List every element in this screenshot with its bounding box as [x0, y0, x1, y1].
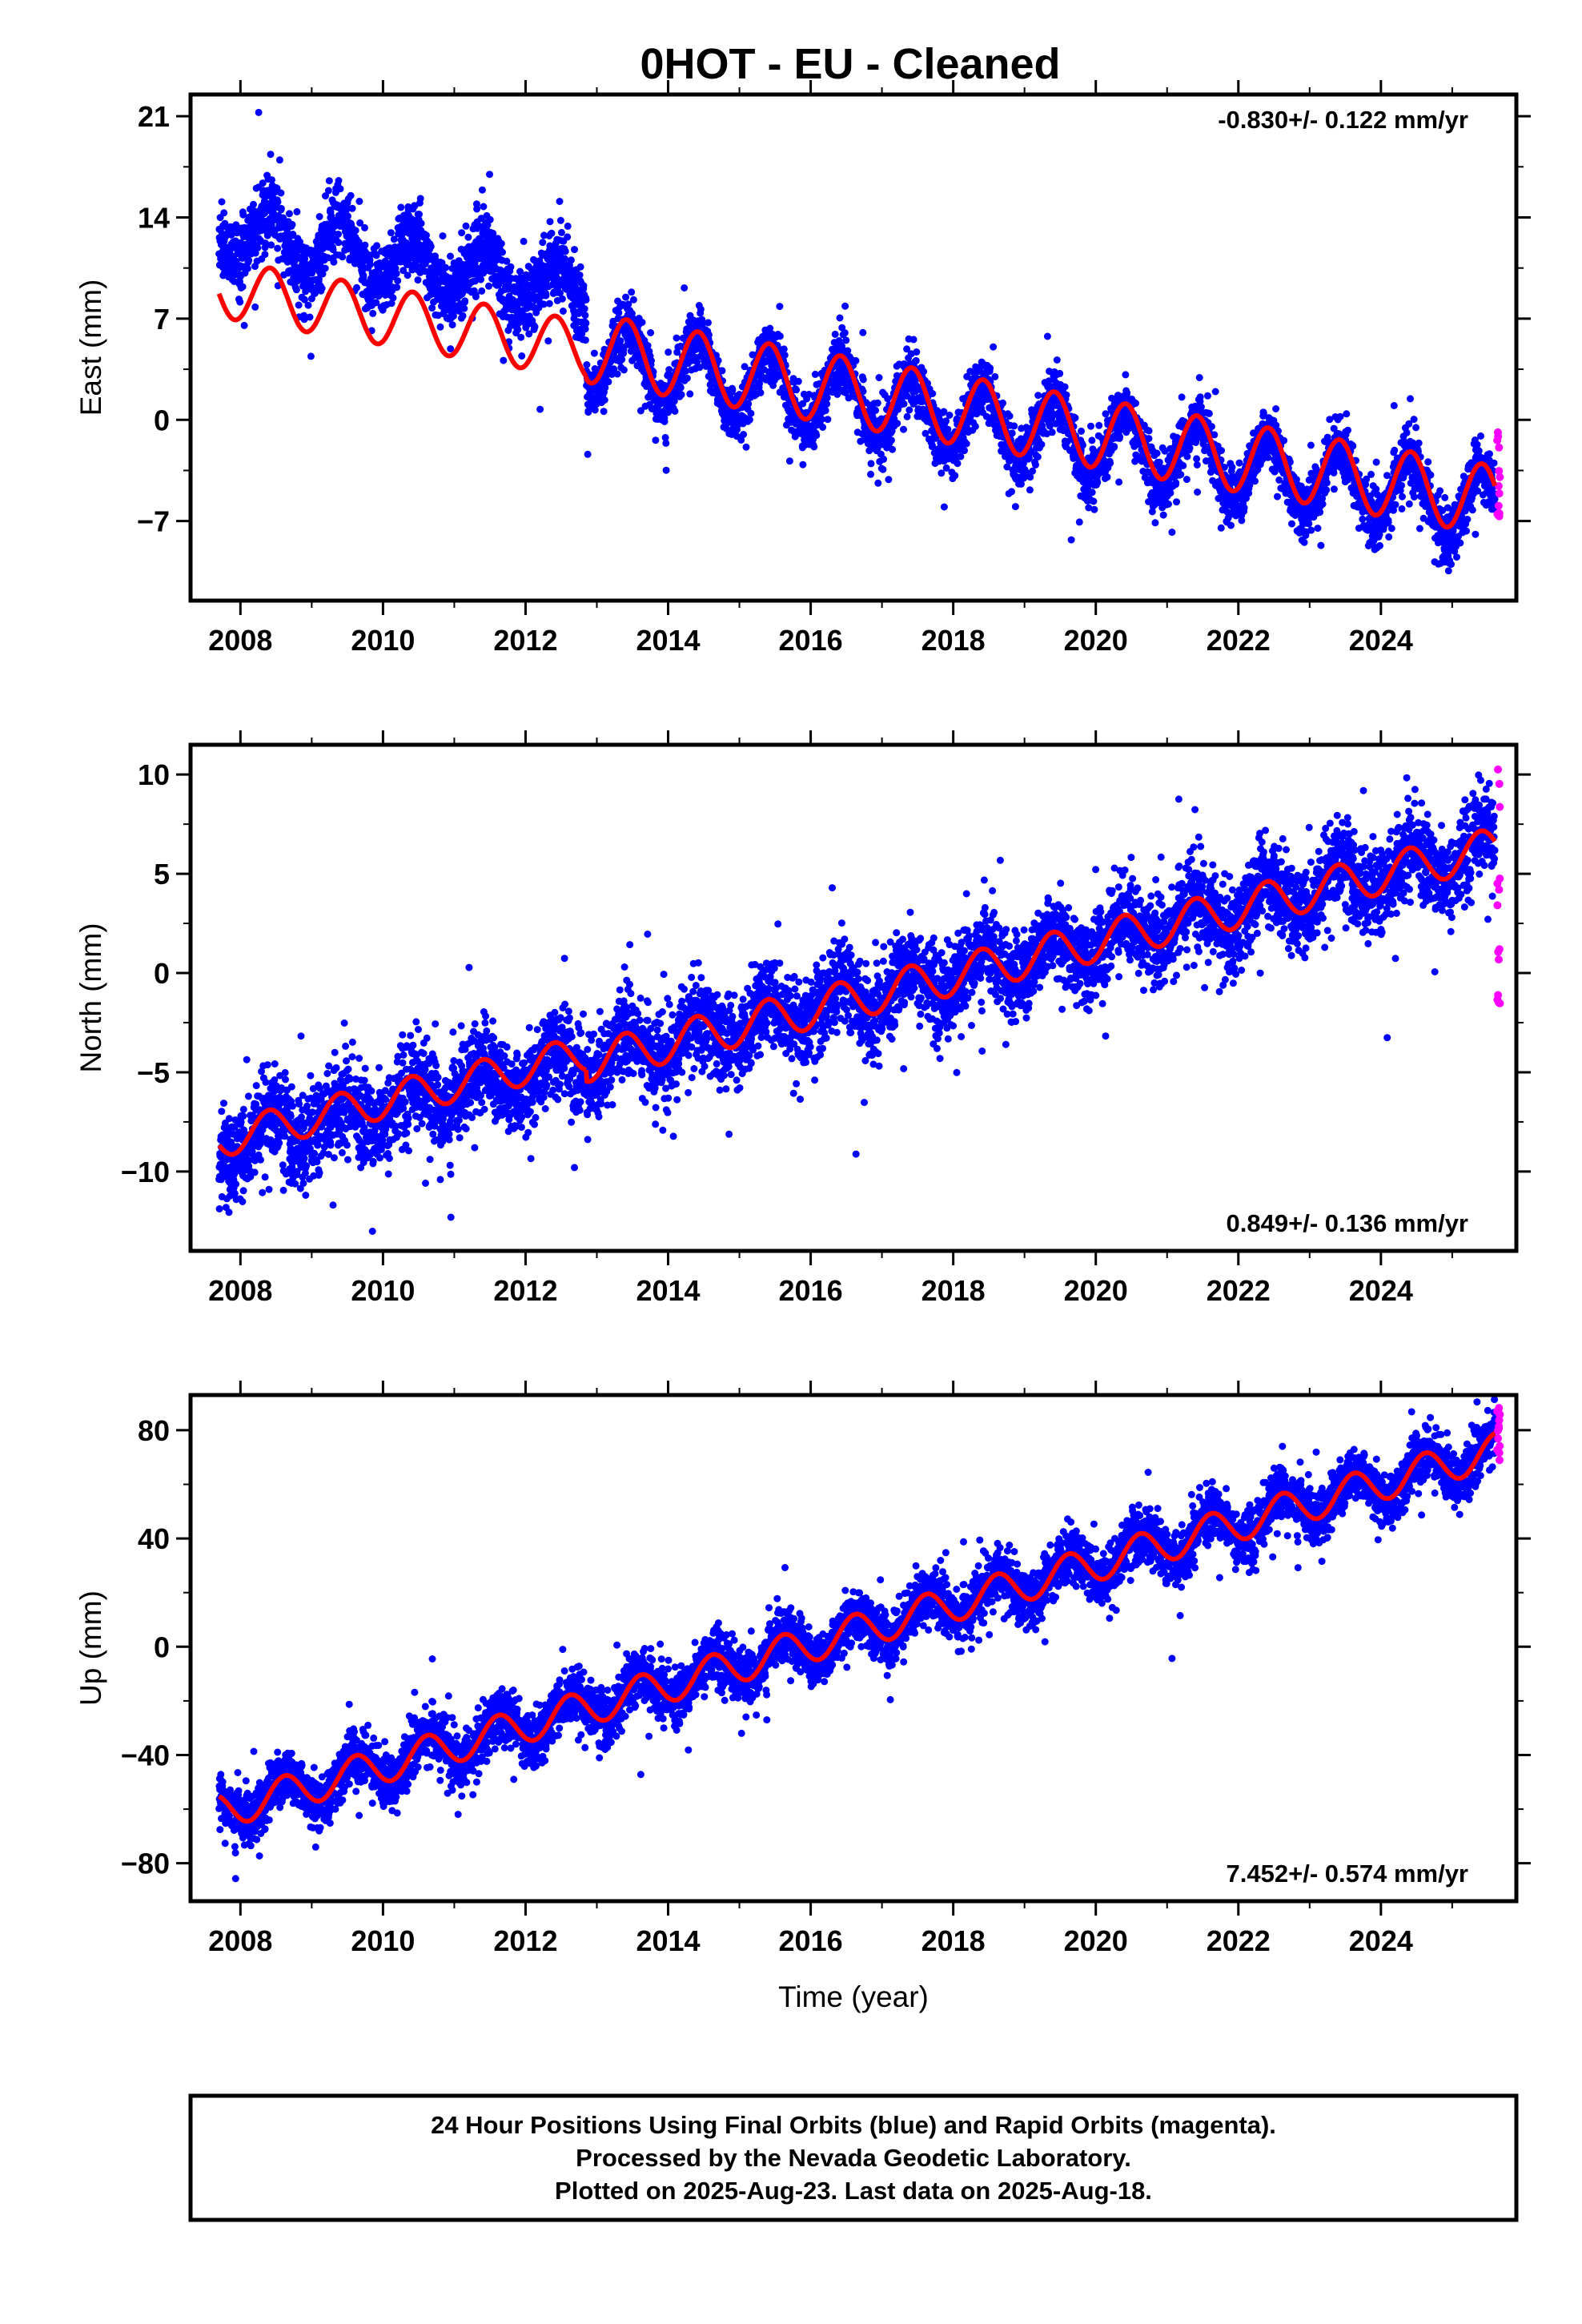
y-tick-label: 10 — [138, 758, 170, 791]
rapid-orbit-point — [1496, 945, 1504, 953]
y-axis-label: North (mm) — [74, 923, 107, 1072]
x-tick-label: 2008 — [208, 624, 272, 657]
y-tick-label: −7 — [137, 505, 170, 538]
y-tick-label: 0 — [154, 404, 170, 436]
x-tick-label: 2022 — [1207, 624, 1271, 657]
y-tick-label: −10 — [121, 1156, 170, 1188]
x-tick-label: 2022 — [1207, 1274, 1271, 1307]
rapid-orbit-point — [1495, 955, 1503, 963]
y-tick-label: −40 — [121, 1739, 170, 1771]
footer-line-dates: Plotted on 2025-Aug-23. Last data on 202… — [555, 2177, 1152, 2205]
x-tick-label: 2012 — [493, 1274, 557, 1307]
rapid-orbit-point — [1493, 901, 1501, 909]
y-tick-label: 7 — [154, 303, 170, 336]
x-tick-label: 2012 — [493, 1924, 557, 1957]
x-tick-label: 2020 — [1064, 1924, 1128, 1957]
x-tick-label: 2016 — [779, 624, 843, 657]
x-tick-label: 2018 — [921, 1274, 986, 1307]
rapid-orbit-point — [1494, 432, 1502, 440]
rapid-orbit-point — [1494, 766, 1502, 774]
x-tick-label: 2014 — [636, 624, 700, 657]
x-tick-label: 2010 — [351, 1274, 415, 1307]
rapid-orbit-point — [1496, 513, 1504, 521]
rate-label: -0.830+/- 0.122 mm/yr — [1218, 106, 1468, 134]
y-tick-label: 5 — [154, 858, 170, 891]
rapid-orbit-point — [1496, 1416, 1504, 1424]
rapid-orbit-point — [1493, 879, 1501, 887]
rapid-orbit-point — [1496, 473, 1504, 481]
north-panel: −10 −5 0 5 10 2008 2010 2012 2014 2016 2018 2020 202… — [74, 730, 1531, 1307]
rapid-orbit-point — [1495, 1425, 1503, 1433]
x-tick-label: 2020 — [1064, 624, 1128, 657]
x-tick-label: 2024 — [1349, 1924, 1413, 1957]
rapid-orbit-point — [1496, 803, 1504, 811]
rapid-orbit-point — [1496, 489, 1504, 497]
rapid-orbit-point — [1496, 1449, 1504, 1457]
rapid-orbit-point — [1495, 1408, 1503, 1416]
east-panel: −7 0 7 14 21 2008 2010 2012 2014 2016 2018 2020 2022… — [74, 80, 1531, 657]
y-tick-label: 21 — [138, 100, 170, 133]
x-tick-label: 2022 — [1207, 1924, 1271, 1957]
x-tick-label: 2024 — [1349, 1274, 1413, 1307]
x-tick-label: 2008 — [208, 1274, 272, 1307]
y-tick-label: 40 — [138, 1522, 170, 1555]
y-tick-label: −5 — [137, 1056, 170, 1089]
y-tick-label: 0 — [154, 1630, 170, 1663]
x-tick-label: 2020 — [1064, 1274, 1128, 1307]
y-tick-label: −80 — [121, 1848, 170, 1880]
x-tick-label: 2014 — [636, 1274, 700, 1307]
x-tick-label: 2012 — [493, 624, 557, 657]
rapid-orbit-point — [1493, 995, 1501, 1003]
rapid-orbit-point — [1495, 444, 1503, 452]
y-tick-label: 14 — [138, 201, 170, 234]
x-tick-label: 2018 — [921, 624, 986, 657]
x-tick-label: 2010 — [351, 1924, 415, 1957]
rapid-orbit-point — [1496, 780, 1504, 788]
rate-label: 7.452+/- 0.574 mm/yr — [1227, 1860, 1468, 1888]
x-tick-label: 2016 — [779, 1924, 843, 1957]
rapid-orbit-point — [1496, 1442, 1504, 1450]
x-tick-label: 2018 — [921, 1924, 986, 1957]
rate-label: 0.849+/- 0.136 mm/yr — [1227, 1209, 1468, 1237]
x-tick-label: 2008 — [208, 1924, 272, 1957]
y-tick-label: 80 — [138, 1414, 170, 1447]
rapid-orbit-point — [1496, 1456, 1504, 1464]
y-tick-label: 0 — [154, 957, 170, 990]
y-axis-label: East (mm) — [74, 279, 107, 416]
footer-box: 24 Hour Positions Using Final Orbits (bl… — [191, 2096, 1516, 2220]
footer-line-lab: Processed by the Nevada Geodetic Laborat… — [576, 2144, 1131, 2172]
x-axis-label: Time (year) — [778, 1980, 929, 2013]
rapid-orbit-point — [1495, 502, 1503, 510]
x-tick-label: 2016 — [779, 1274, 843, 1307]
up-panel: −80 −40 0 40 80 2008 2010 2012 2014 2016 2018 2020 2… — [74, 1353, 1531, 2013]
final-orbit-points — [215, 1353, 1499, 1883]
x-tick-label: 2014 — [636, 1924, 700, 1957]
x-tick-label: 2010 — [351, 624, 415, 657]
chart-title: 0HOT - EU - Cleaned — [640, 40, 1060, 88]
x-tick-label: 2024 — [1349, 624, 1413, 657]
y-axis-label: Up (mm) — [74, 1590, 107, 1706]
footer-line-orbits: 24 Hour Positions Using Final Orbits (bl… — [431, 2111, 1276, 2139]
final-orbit-scatter — [215, 1353, 1499, 1883]
